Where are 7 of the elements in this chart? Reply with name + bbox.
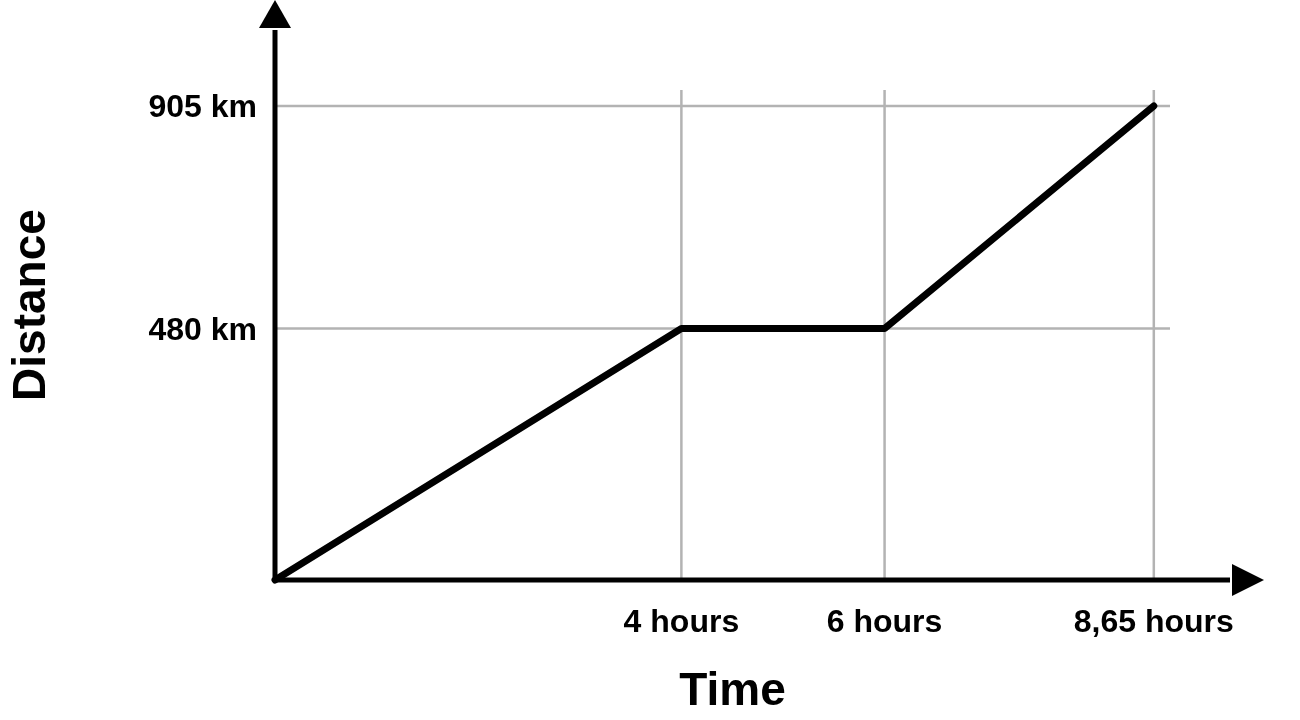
y-axis-title: Distance xyxy=(3,209,55,401)
x-tick-label: 8,65 hours xyxy=(1073,603,1234,639)
x-tick-label: 4 hours xyxy=(623,603,740,639)
x-axis-title: Time xyxy=(679,663,786,715)
y-tick-label: 480 km xyxy=(148,310,257,347)
y-tick-label: 905 km xyxy=(148,88,257,125)
x-tick-label: 6 hours xyxy=(826,603,943,639)
